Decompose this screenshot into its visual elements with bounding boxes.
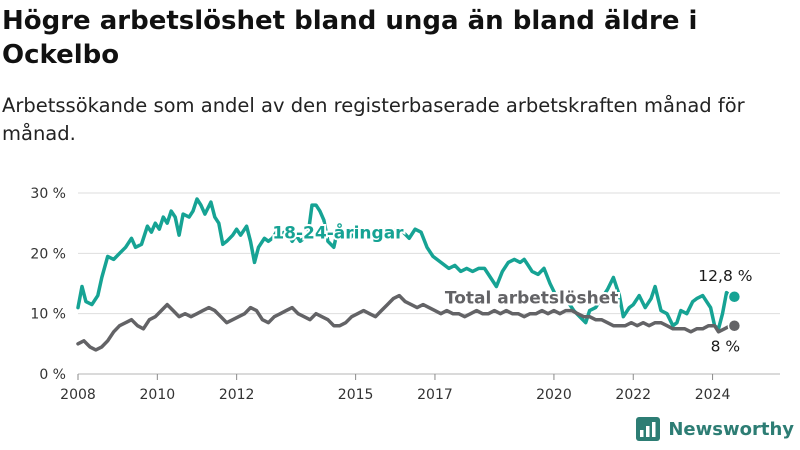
x-tick-label: 2022 [615,387,651,403]
newsworthy-logo-icon [636,417,661,441]
series-annotation: Total arbetslöshet [445,288,619,308]
grid-layer: 0 % 10 % 20 % 30 % 2008 2010 2012 2015 2017 2020 2… [30,186,780,403]
y-tick-label: 30 % [30,186,66,202]
y-tick-label: 20 % [30,246,66,262]
series-line [76,197,737,331]
label-layer: 12,8 % 8 % 18-24-åringar Total arbetslöshet [270,219,754,357]
brand-name: Newsworthy [668,418,794,440]
x-tick-label: 2020 [536,387,572,403]
series-annotation: 18-24-åringar [272,221,404,243]
x-tick-label: 2017 [417,387,453,403]
series-line [76,293,737,352]
chart-subtitle: Arbetssökande som andel av den registerb… [2,94,745,145]
series-layer [76,197,742,352]
y-tick-label: 10 % [30,307,66,323]
x-tick-label: 2008 [60,387,96,403]
y-tick-label: 0 % [39,367,66,383]
series-end-marker [727,290,742,304]
brand-logo[interactable]: Newsworthy [635,416,794,442]
series-end-marker [727,318,742,333]
x-tick-label: 2015 [338,387,374,403]
chart-title: Högre arbetslöshet bland unga än bland ä… [2,6,698,70]
x-tick-label: 2024 [695,387,731,403]
series-end-label: 8 % [711,338,741,356]
x-tick-label: 2012 [219,387,255,403]
x-tick-label: 2010 [140,387,176,403]
series-end-label: 12,8 % [698,267,752,285]
